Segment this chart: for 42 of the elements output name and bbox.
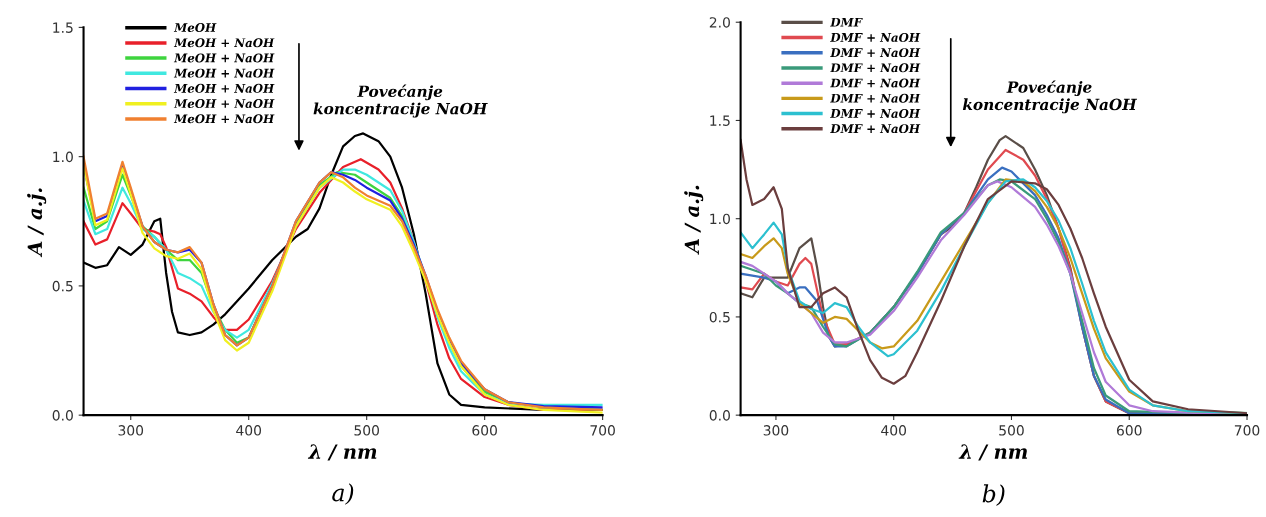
legend-label: MeOH xyxy=(173,23,217,32)
x-tick-label: 400 xyxy=(881,425,907,436)
legend-label: MeOH + NaOH xyxy=(173,99,275,109)
annotation: Povećanje koncentracije NaOH xyxy=(962,80,1138,114)
y-axis-title: A / a.j. xyxy=(27,188,47,258)
y-tick-label: 0.5 xyxy=(52,280,73,292)
y-tick-label: 0.5 xyxy=(709,311,730,323)
y-tick-label: 1.5 xyxy=(53,22,73,33)
legend-label: DMF + NaOH xyxy=(830,32,921,42)
annotation: Povećanje koncentracije NaOH xyxy=(313,84,488,118)
x-tick-label: 600 xyxy=(472,425,497,436)
legend-label: DMF + NaOH xyxy=(830,63,921,73)
x-tick-label: 300 xyxy=(118,425,144,436)
legend-label: MeOH + NaOH xyxy=(173,114,275,124)
x-axis-title: λ / nm xyxy=(958,444,1028,461)
y-tick-label: 2.0 xyxy=(709,17,730,28)
legend-label: DMF + NaOH xyxy=(830,48,921,58)
x-tick-label: 700 xyxy=(590,425,615,436)
legend-label: DMF + NaOH xyxy=(830,108,921,118)
legend-label: MeOH + NaOH xyxy=(173,53,275,63)
x-axis-title: λ / nm xyxy=(307,444,377,461)
y-tick-label: 1.0 xyxy=(710,213,730,225)
x-tick-label: 500 xyxy=(999,425,1024,436)
x-tick-label: 500 xyxy=(354,425,380,436)
legend-label: DMF + NaOH xyxy=(830,93,921,103)
x-tick-label: 300 xyxy=(763,425,789,436)
legend-label: DMF + NaOH xyxy=(830,124,921,134)
text: b) xyxy=(982,484,1005,506)
y-tick-label: 0.0 xyxy=(52,410,73,421)
legend-label: DMF xyxy=(830,17,863,27)
legend-label: MeOH + NaOH xyxy=(173,38,275,48)
x-tick-label: 400 xyxy=(236,425,262,436)
y-tick-label: 0.0 xyxy=(709,410,730,421)
y-axis-title: A / a.j. xyxy=(684,185,704,255)
y-tick-label: 1.5 xyxy=(710,115,730,126)
legend-label: MeOH + NaOH xyxy=(173,83,275,93)
legend-label: MeOH + NaOH xyxy=(173,68,275,78)
text: a) xyxy=(332,483,354,505)
x-tick-label: 600 xyxy=(1116,425,1142,436)
y-tick-label: 1.0 xyxy=(53,151,73,163)
x-tick-label: 700 xyxy=(1234,425,1260,436)
legend-label: DMF + NaOH xyxy=(830,78,921,88)
